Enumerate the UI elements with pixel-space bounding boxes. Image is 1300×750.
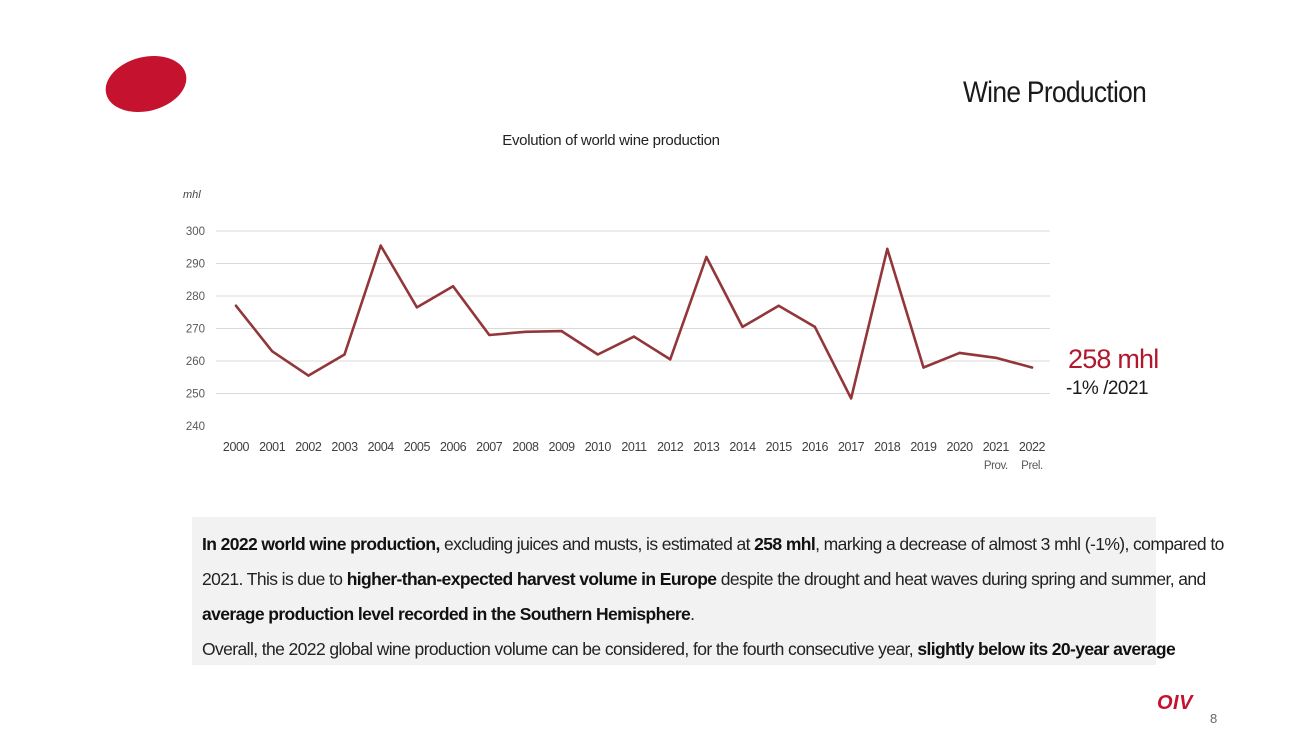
callout-change: -1% /2021 [1066,378,1149,399]
data-point [270,350,274,353]
data-point [379,244,382,247]
x-tick-label: 2013 [693,440,720,454]
x-tick-label: 2000 [223,440,250,454]
data-point [560,329,563,333]
summary-text: , marking a decrease of almost 3 mhl (-1… [815,534,1224,554]
x-tick-label: 2019 [910,440,937,454]
data-point [632,335,636,338]
series-line [234,244,1034,400]
summary-box: In 2022 world wine production, excluding… [192,517,1224,667]
line-chart: 240 250 260 270 280 290 300 2000 2001 2002 2003 200… [186,226,1050,472]
summary-text: despite the drought and heat waves durin… [716,569,1207,589]
x-tick-label: 2003 [331,440,358,454]
summary-line: Overall, the 2022 global wine production… [202,632,1176,667]
summary-bold: average production level recorded in the… [202,604,691,624]
summary-bold: In 2022 world wine production, [202,534,440,554]
chart-title: Evolution of world wine production [502,132,720,149]
summary-line: 2021. This is due to higher-than-expecte… [202,562,1206,597]
summary-line: In 2022 world wine production, excluding… [202,527,1224,562]
y-axis-unit-label: mhl [183,189,201,201]
x-tick-label: 2008 [512,440,539,454]
y-tick-label: 240 [186,421,205,433]
x-tick-label: 2001 [259,440,286,454]
x-tick-label: 2022 [1019,440,1046,454]
x-tick-label: 2014 [729,440,756,454]
summary-text: 2021. This is due to [202,569,347,589]
y-tick-label: 290 [186,259,205,271]
x-tick-sublabel: Prel. [1021,460,1043,472]
y-tick-label: 300 [186,226,205,238]
x-tick-label: 2009 [549,440,576,454]
summary-text: excluding juices and musts, is estimated… [439,534,755,554]
data-point [524,330,527,333]
data-point [958,351,961,355]
x-tick-label: 2018 [874,440,901,454]
x-tick-label: 2010 [585,440,612,454]
y-tick-label: 260 [186,356,205,368]
data-point [596,353,600,356]
data-point [343,353,346,356]
data-point [741,325,744,329]
x-tick-label: 2004 [368,440,395,454]
data-point [705,255,708,259]
data-point [307,374,310,377]
callout-value: 258 mhl [1068,344,1159,374]
summary-bold: 258 mhl [754,534,816,554]
data-point [849,397,853,400]
y-tick-label: 270 [186,324,205,336]
x-tick-label: 2005 [404,440,431,454]
x-tick-label: 2007 [476,440,503,454]
summary-text: . [690,604,695,624]
x-tick-label: 2017 [838,440,865,454]
oiv-text-logo: OIV [1157,692,1193,714]
data-point [886,247,889,251]
data-point [488,333,491,337]
x-tick-label: 2015 [766,440,793,454]
summary-bold: slightly below its 20-year average [917,639,1176,659]
data-point [922,366,925,369]
x-tick-label: 2006 [440,440,467,454]
summary-line: average production level recorded in the… [202,597,1146,632]
x-tick-label: 2021 [983,440,1010,454]
data-point [234,304,238,307]
y-tick-label: 250 [186,389,205,401]
data-point [813,325,817,329]
summary-bold: higher-than-expected harvest volume in E… [346,569,717,589]
x-tick-label: 2002 [295,440,322,454]
x-tick-label: 2011 [621,440,647,454]
data-point [777,304,780,307]
data-point [1030,366,1034,369]
data-point [451,285,455,288]
slide-title: Wine Production [962,76,1147,109]
data-point [668,358,672,361]
x-tick-label: 2020 [947,440,974,454]
x-tick-label: 2016 [802,440,829,454]
x-tick-sublabel: Prov. [984,460,1008,472]
x-tick-label: 2012 [657,440,684,454]
data-point [415,306,419,309]
oiv-blob-logo [105,55,187,113]
summary-text: Overall, the 2022 global wine production… [202,639,918,659]
data-point [994,356,998,359]
page-number: 8 [1210,711,1218,726]
y-tick-label: 280 [186,291,205,303]
